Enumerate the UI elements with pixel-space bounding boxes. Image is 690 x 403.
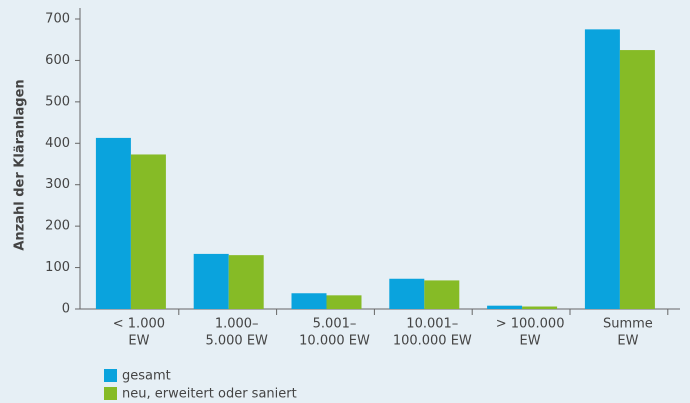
bar	[130, 154, 166, 309]
legend-label: neu, erweitert oder saniert	[122, 387, 297, 402]
x-tick-label: 100.000 EW	[393, 334, 472, 349]
legend-swatch	[104, 369, 117, 382]
x-tick-label: EW	[520, 334, 541, 349]
x-tick-label: Summe	[603, 317, 653, 332]
bar	[291, 293, 327, 309]
bar	[424, 280, 460, 309]
y-tick-label: 600	[45, 53, 70, 68]
y-tick-label: 400	[45, 136, 70, 151]
x-tick-label: EW	[128, 334, 149, 349]
bar	[95, 137, 131, 309]
x-tick-label: EW	[617, 334, 638, 349]
bar	[619, 50, 655, 309]
bar	[326, 295, 362, 309]
x-tick-label: 10.000 EW	[299, 334, 370, 349]
x-tick-label: 1.000–	[215, 317, 259, 332]
x-tick-label: 5.001–	[313, 317, 357, 332]
x-tick-label: 10.001–	[406, 317, 458, 332]
bar	[584, 29, 620, 309]
y-axis-label: Anzahl der Kläranlagen	[13, 79, 28, 250]
y-tick-label: 200	[45, 219, 70, 234]
y-tick-label: 0	[62, 302, 70, 317]
legend-swatch	[104, 387, 117, 400]
bar	[487, 305, 523, 309]
x-tick-label: 5.000 EW	[205, 334, 268, 349]
y-tick-label: 500	[45, 94, 70, 109]
y-tick-label: 100	[45, 260, 70, 275]
x-tick-label: > 100.000	[496, 317, 565, 332]
bar	[228, 255, 264, 309]
bar	[193, 253, 229, 309]
x-tick-label: < 1.000	[113, 317, 165, 332]
bar	[522, 306, 558, 309]
y-tick-label: 700	[45, 12, 70, 27]
bar	[389, 278, 425, 309]
y-tick-label: 300	[45, 177, 70, 192]
legend-label: gesamt	[122, 369, 171, 384]
